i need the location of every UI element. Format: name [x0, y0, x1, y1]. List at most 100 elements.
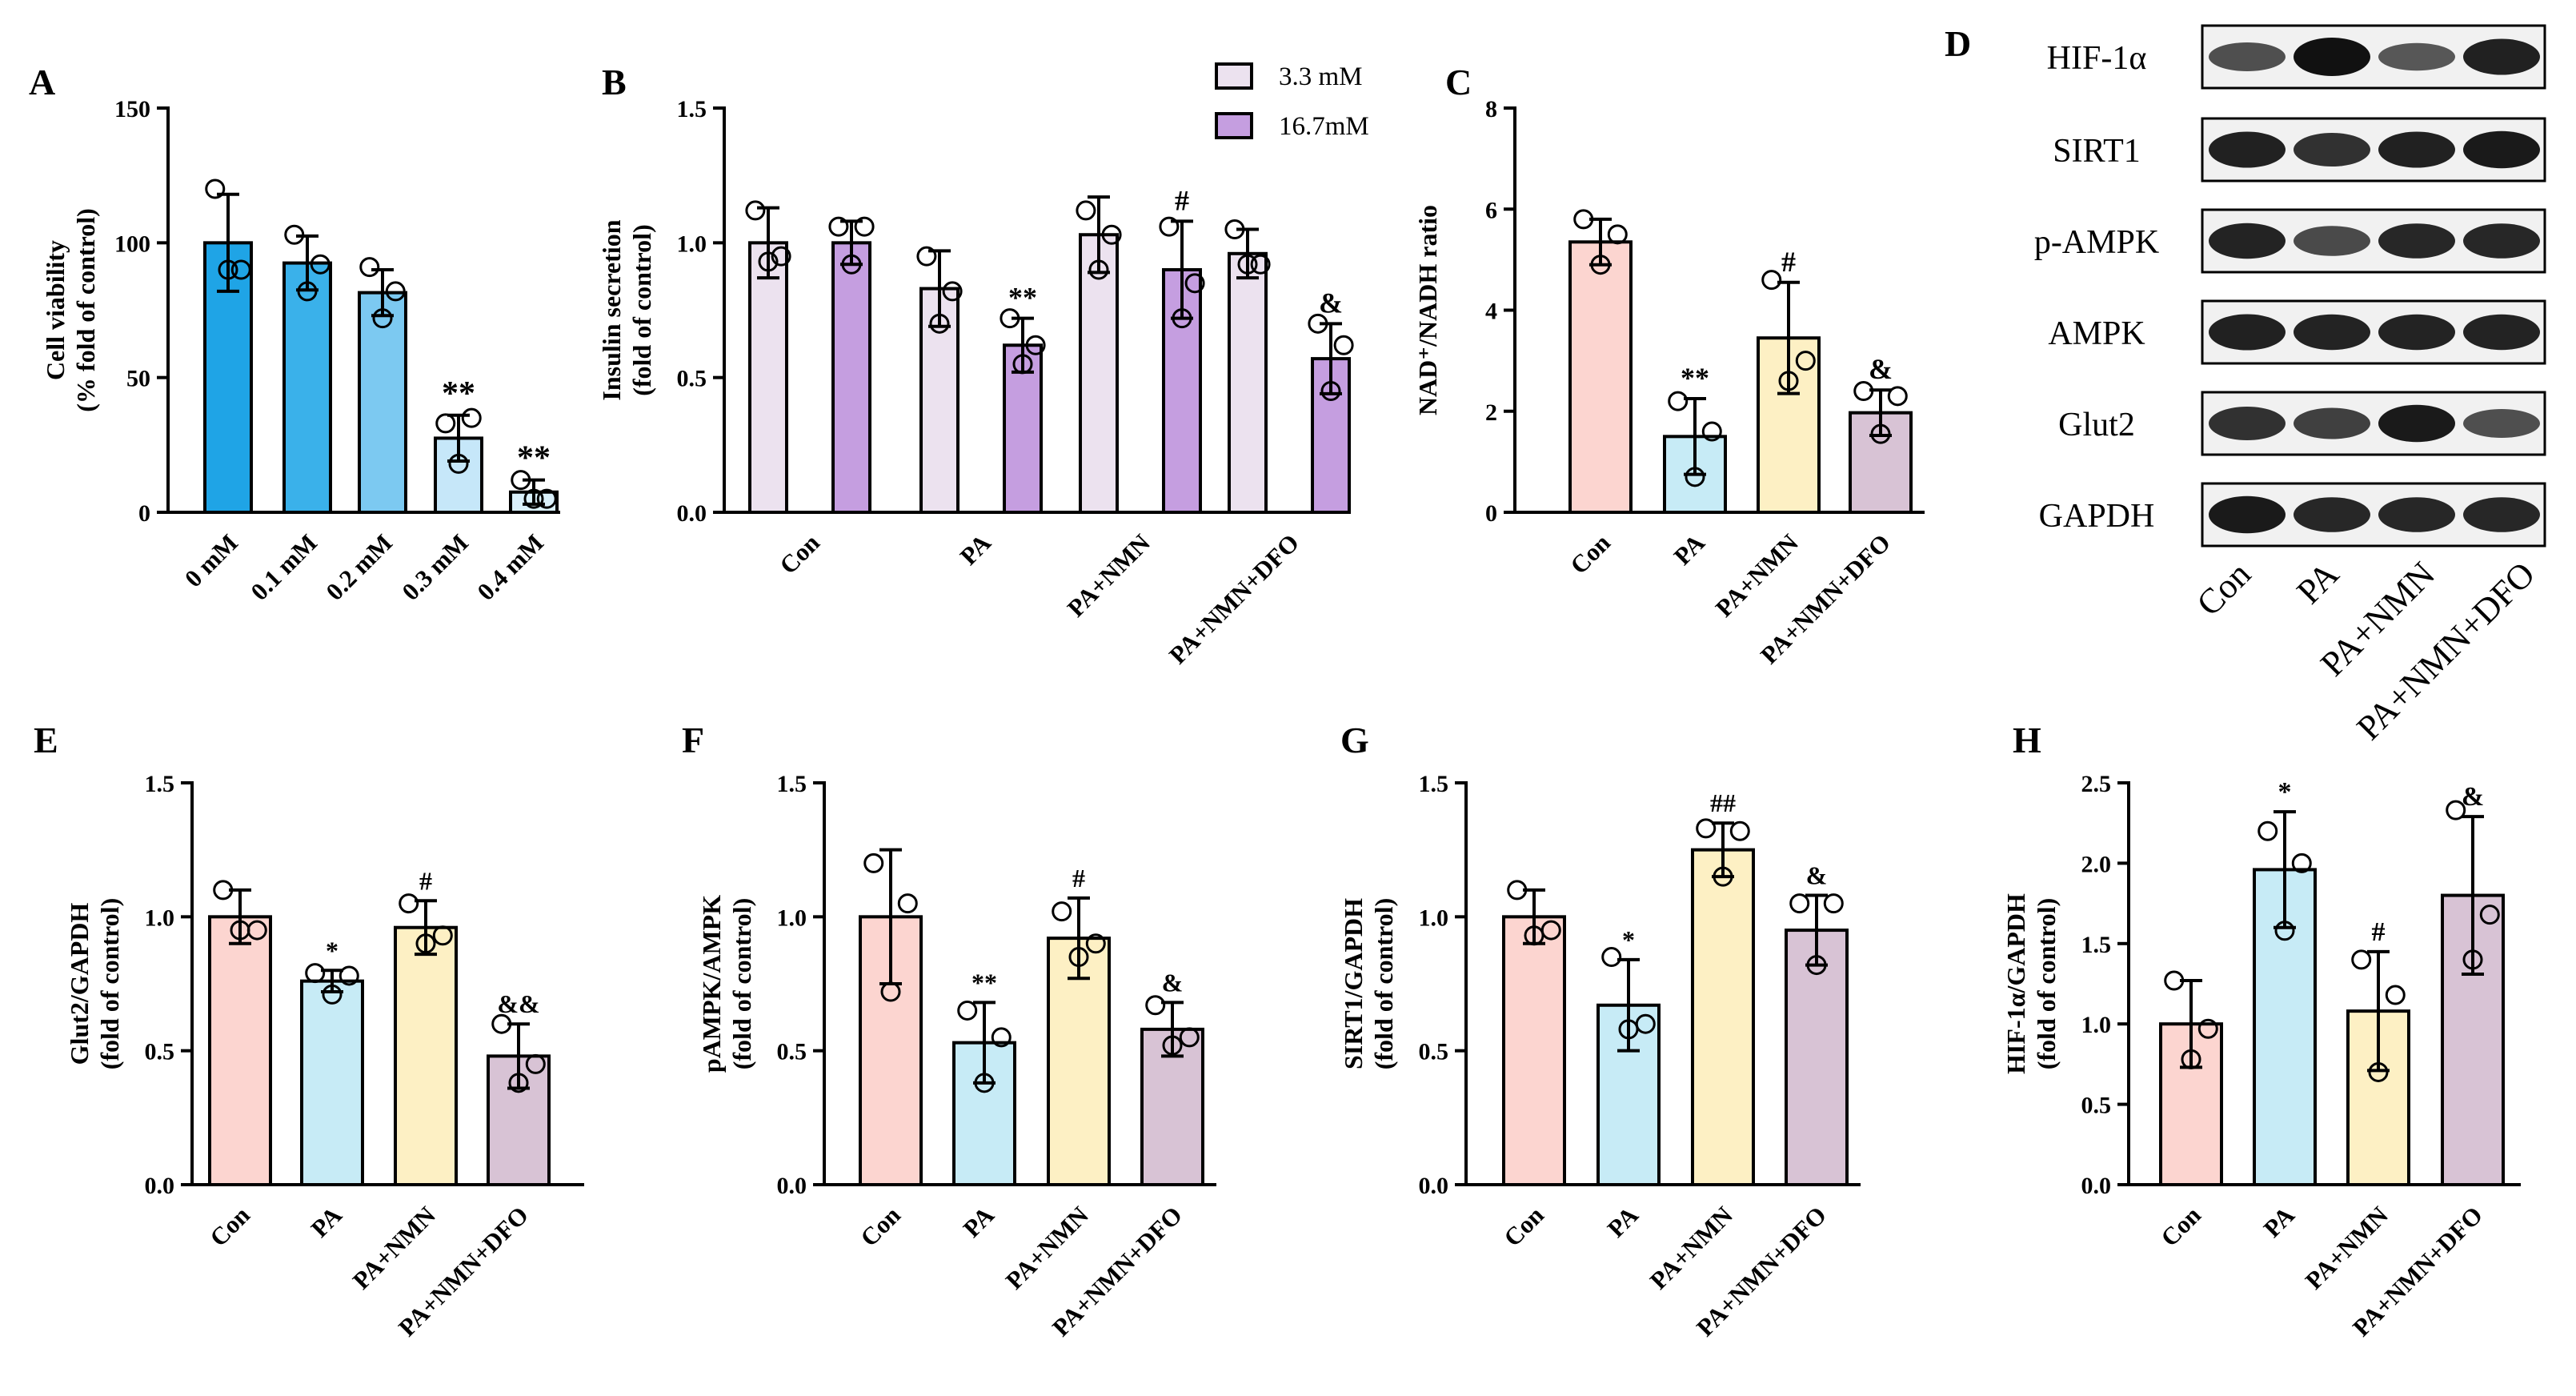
blot-lane-label: PA+NMN+DFO	[2350, 554, 2542, 747]
blot-band	[2463, 38, 2540, 75]
data-point	[745, 200, 766, 221]
bar	[434, 436, 483, 515]
y-tick-label: 1.0	[777, 905, 807, 931]
data-point	[1618, 1019, 1639, 1040]
significance-label: *	[1622, 925, 1635, 954]
panel-letter: C	[1445, 62, 1472, 102]
significance-label: **	[1008, 282, 1037, 314]
panel-letter: H	[2013, 720, 2041, 760]
data-point	[2181, 1049, 2201, 1069]
y-tick-label: 0.0	[777, 1173, 807, 1199]
y-axis-title: NAD⁺/NADH ratio	[1413, 205, 1442, 415]
blot-band	[2209, 407, 2286, 440]
blot-band	[2463, 497, 2540, 532]
data-point	[372, 308, 393, 329]
x-tick-label: PA+NMN	[2300, 1201, 2394, 1294]
data-point	[432, 925, 453, 946]
data-point	[2197, 1018, 2218, 1039]
y-axis-title: HIF-1α/GAPDH	[2001, 893, 2030, 1074]
data-point	[399, 893, 419, 914]
data-point	[1870, 423, 1891, 444]
data-point	[1701, 421, 1722, 442]
data-point	[461, 407, 482, 428]
data-point	[1853, 381, 1874, 401]
data-point	[218, 259, 238, 280]
x-tick-label: PA	[2258, 1201, 2301, 1243]
significance-label: &	[1869, 353, 1893, 385]
data-point	[415, 933, 436, 954]
significance-label: #	[2372, 917, 2386, 947]
data-point	[1696, 818, 1717, 839]
x-tick-label: Con	[774, 528, 825, 580]
y-tick-label: 2	[1485, 399, 1497, 426]
y-tick-label: 1.0	[145, 905, 175, 931]
significance-label: **	[972, 968, 997, 997]
data-point	[863, 852, 884, 873]
x-tick-label: Con	[1564, 528, 1616, 580]
blot-band	[2294, 314, 2370, 351]
data-point	[1887, 386, 1908, 407]
data-point	[2274, 921, 2295, 941]
data-point	[1237, 254, 1258, 275]
y-tick-label: 1.5	[145, 771, 175, 797]
y-tick-label: 0.5	[677, 366, 707, 392]
bar	[1691, 848, 1755, 1186]
y-axis-title: (fold of control)	[727, 898, 756, 1069]
x-tick-label: PA	[958, 1201, 1000, 1243]
y-tick-label: 1.0	[2081, 1012, 2112, 1038]
blot-band	[2209, 131, 2286, 168]
chart-panel-g: G 0.0 0.5 1.0 1.5 SIRT1/GAPDH (fold of control…	[1339, 720, 1861, 1342]
blot-band	[2294, 497, 2370, 532]
data-point	[1145, 995, 1166, 1016]
blot-row-label: GAPDH	[2039, 498, 2155, 535]
bar	[748, 241, 788, 514]
significance-label: **	[517, 440, 551, 477]
y-axis-title: Cell viability	[41, 240, 70, 380]
x-tick-label: Con	[204, 1201, 255, 1252]
data-point	[536, 488, 557, 509]
chart-panel-h: H 0.0 0.5 1.0 1.5 2.0 2.5 HIF-1α/GAPDH (fold of …	[2001, 720, 2521, 1342]
x-tick-label: PA	[306, 1201, 348, 1243]
panel-letter: B	[602, 62, 627, 102]
data-point	[305, 963, 326, 984]
data-point	[1076, 200, 1096, 221]
bar	[1568, 240, 1633, 514]
chart-panel-f: F 0.0 0.5 1.0 1.5 pAMPK/AMPK (fold of control)…	[682, 720, 1216, 1342]
data-point	[230, 920, 250, 941]
data-point	[448, 453, 469, 474]
y-axis-title: (% fold of control)	[71, 208, 100, 411]
x-tick-label: PA+NMN	[1645, 1201, 1738, 1294]
blot-row-label: SIRT1	[2053, 133, 2141, 170]
blot-band	[2378, 223, 2455, 259]
data-point	[2462, 949, 2483, 970]
y-tick-label: 0	[138, 500, 150, 527]
bar	[282, 261, 332, 514]
western-blot-panel: D HIF-1α SIRT1 p-AMPK AMPK Glut2 GAPDH Con PAPA+…	[1945, 23, 2546, 748]
chart-panel-b: B 0.0 0.5 1.0 1.5 Insulin secretion (fold of c…	[597, 62, 1369, 669]
data-point	[1085, 933, 1106, 954]
y-axis-title: (fold of control)	[627, 224, 656, 395]
bar	[1228, 251, 1268, 514]
data-point	[1250, 254, 1271, 275]
data-point	[1507, 880, 1528, 901]
data-point	[1068, 947, 1089, 968]
data-point	[1052, 901, 1072, 922]
blot-lane-label: PA	[2289, 554, 2346, 612]
data-point	[1159, 216, 1180, 237]
y-tick-label: 0.0	[2081, 1173, 2112, 1199]
legend-label: 3.3 mM	[1279, 62, 1363, 91]
data-point	[1184, 273, 1205, 294]
data-point	[1761, 270, 1782, 291]
data-point	[1601, 947, 1622, 968]
significance-label: **	[442, 375, 475, 412]
y-tick-label: 2.5	[2081, 771, 2112, 797]
y-tick-label: 0.0	[145, 1173, 175, 1199]
data-point	[1012, 354, 1033, 375]
data-point	[841, 254, 862, 275]
data-point	[854, 216, 875, 237]
data-point	[511, 470, 531, 491]
y-tick-label: 0.5	[2081, 1093, 2112, 1119]
blot-band	[2209, 223, 2286, 259]
